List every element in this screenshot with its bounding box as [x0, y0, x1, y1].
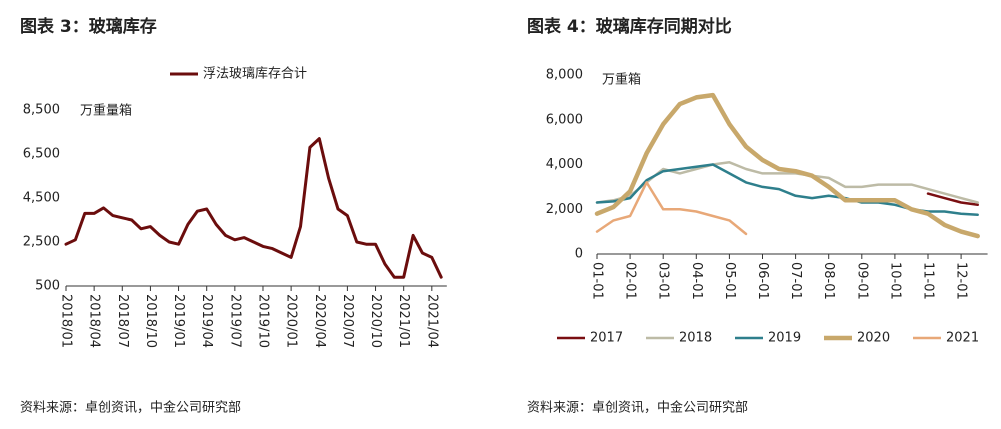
x-tick-label: 04-01: [689, 262, 704, 300]
legend-label: 2017: [590, 331, 623, 346]
y-tick-label: 8,500: [23, 103, 60, 118]
legend-label: 2021: [946, 331, 979, 346]
source: 资料来源：卓创资讯，中金公司研究部: [20, 400, 241, 416]
x-tick-label: 07-01: [788, 262, 803, 300]
x-tick-label: 2019/10: [255, 294, 270, 348]
y-axis-label: 万重量箱: [80, 103, 132, 119]
y-tick-label: 4,500: [23, 191, 60, 206]
series-line: [64, 137, 443, 279]
x-tick-label: 2018/04: [87, 294, 102, 348]
y-tick-label: 8,000: [546, 68, 583, 83]
y-tick-label: 2,000: [546, 202, 583, 217]
x-tick-label: 12-01: [954, 262, 969, 300]
x-tick-label: 2020/04: [312, 294, 327, 348]
x-tick-label: 2018/07: [115, 294, 130, 348]
legend-label: 浮法玻璃库存合计: [203, 66, 307, 82]
x-tick-label: 03-01: [656, 262, 671, 300]
legend-label: 2018: [679, 331, 712, 346]
y-tick-label: 6,000: [546, 112, 583, 127]
x-tick-label: 10-01: [887, 262, 902, 300]
x-tick-label: 09-01: [854, 262, 869, 300]
series-line: [595, 161, 979, 204]
series-line: [595, 181, 748, 236]
y-tick-label: 0: [575, 247, 583, 262]
x-tick-label: 2020/01: [284, 294, 299, 348]
x-tick-label: 08-01: [821, 262, 836, 300]
y-axis-label: 万重箱: [602, 72, 641, 88]
x-tick-label: 2019/04: [199, 294, 214, 348]
x-tick-label: 06-01: [755, 262, 770, 300]
x-tick-label: 2021/04: [424, 294, 439, 348]
x-tick-label: 2019/07: [227, 294, 242, 348]
x-tick-label: 05-01: [722, 262, 737, 300]
x-tick-label: 11-01: [921, 262, 936, 300]
x-tick-label: 2018/01: [59, 294, 74, 348]
chart-title: 图表 4：玻璃库存同期对比: [527, 16, 732, 37]
x-tick-label: 2019/01: [171, 294, 186, 348]
y-tick-label: 6,500: [23, 147, 60, 162]
x-tick-label: 2021/01: [396, 294, 411, 348]
y-tick-label: 2,500: [23, 235, 60, 250]
y-tick-label: 500: [35, 279, 60, 294]
chart-title: 图表 3：玻璃库存: [20, 16, 157, 37]
series-line: [926, 192, 979, 207]
legend-label: 2019: [768, 331, 801, 346]
legend-label: 2020: [857, 331, 890, 346]
source: 资料来源：卓创资讯，中金公司研究部: [527, 400, 748, 416]
x-tick-label: 2020/07: [340, 294, 355, 348]
x-tick-label: 2020/10: [368, 294, 383, 348]
y-tick-label: 4,000: [546, 157, 583, 172]
series-line: [594, 92, 980, 239]
x-tick-label: 2018/10: [143, 294, 158, 348]
x-tick-label: 02-01: [623, 262, 638, 300]
x-tick-label: 01-01: [590, 262, 605, 300]
